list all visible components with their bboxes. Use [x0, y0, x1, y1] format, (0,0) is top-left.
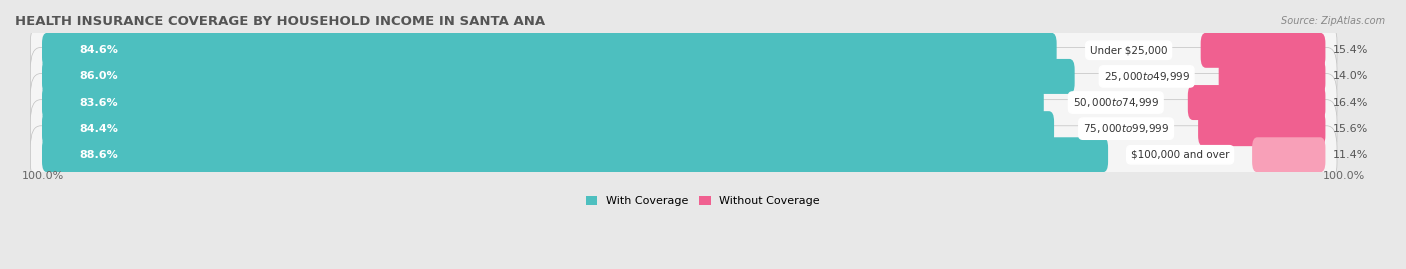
FancyBboxPatch shape [31, 100, 1337, 158]
Text: 86.0%: 86.0% [79, 72, 118, 82]
FancyBboxPatch shape [42, 59, 1074, 94]
FancyBboxPatch shape [1219, 59, 1326, 94]
Text: Under $25,000: Under $25,000 [1090, 45, 1167, 55]
Legend: With Coverage, Without Coverage: With Coverage, Without Coverage [582, 191, 824, 211]
Text: 84.6%: 84.6% [79, 45, 118, 55]
FancyBboxPatch shape [31, 47, 1337, 105]
Text: $25,000 to $49,999: $25,000 to $49,999 [1104, 70, 1189, 83]
Text: 11.4%: 11.4% [1333, 150, 1368, 160]
Text: 15.4%: 15.4% [1333, 45, 1368, 55]
Text: 88.6%: 88.6% [79, 150, 118, 160]
Text: 100.0%: 100.0% [1323, 171, 1365, 181]
FancyBboxPatch shape [31, 21, 1337, 79]
FancyBboxPatch shape [1253, 137, 1326, 172]
Text: HEALTH INSURANCE COVERAGE BY HOUSEHOLD INCOME IN SANTA ANA: HEALTH INSURANCE COVERAGE BY HOUSEHOLD I… [15, 15, 546, 28]
Text: 100.0%: 100.0% [21, 171, 63, 181]
Text: 15.6%: 15.6% [1333, 124, 1368, 134]
FancyBboxPatch shape [42, 111, 1054, 146]
Text: 83.6%: 83.6% [79, 98, 118, 108]
Text: $75,000 to $99,999: $75,000 to $99,999 [1083, 122, 1170, 135]
FancyBboxPatch shape [31, 73, 1337, 132]
FancyBboxPatch shape [1198, 111, 1326, 146]
Text: Source: ZipAtlas.com: Source: ZipAtlas.com [1281, 16, 1385, 26]
Text: $50,000 to $74,999: $50,000 to $74,999 [1073, 96, 1159, 109]
FancyBboxPatch shape [1188, 85, 1326, 120]
Text: 84.4%: 84.4% [79, 124, 118, 134]
Text: 16.4%: 16.4% [1333, 98, 1368, 108]
FancyBboxPatch shape [42, 137, 1108, 172]
FancyBboxPatch shape [31, 126, 1337, 184]
Text: 14.0%: 14.0% [1333, 72, 1368, 82]
Text: $100,000 and over: $100,000 and over [1130, 150, 1229, 160]
FancyBboxPatch shape [1201, 33, 1326, 68]
FancyBboxPatch shape [42, 85, 1043, 120]
FancyBboxPatch shape [42, 33, 1057, 68]
